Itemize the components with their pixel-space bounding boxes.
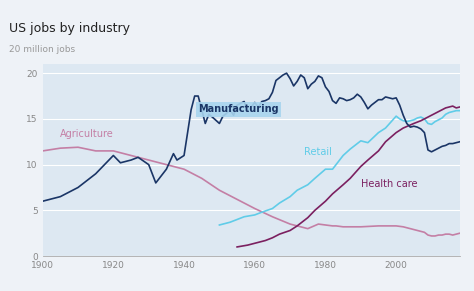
Text: 20 million jobs: 20 million jobs [9,45,75,54]
Text: Agriculture: Agriculture [60,129,114,139]
Text: Health care: Health care [361,180,417,189]
Text: Retail: Retail [304,148,332,157]
Text: US jobs by industry: US jobs by industry [9,22,130,35]
Text: Manufacturing: Manufacturing [198,104,279,114]
